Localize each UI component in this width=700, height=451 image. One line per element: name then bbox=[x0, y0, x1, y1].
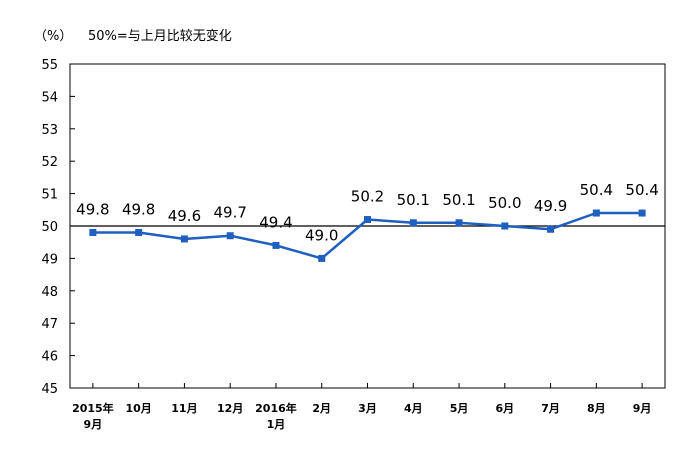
series-layer: 49.8 49.8 49.6 49.7 49.4 49.0 50.2 50.1 50.1 50.0… bbox=[70, 181, 665, 262]
data-label: 49.8 bbox=[122, 200, 155, 218]
data-point bbox=[455, 219, 463, 227]
data-label: 50.4 bbox=[625, 181, 658, 199]
y-axis-ticks: 45 46 47 48 49 50 51 52 53 54 55 bbox=[41, 58, 75, 397]
x-tick-label: 10月 bbox=[125, 402, 151, 415]
data-label: 50.0 bbox=[488, 194, 521, 212]
y-tick-label: 51 bbox=[41, 188, 58, 203]
x-tick-label: 4月 bbox=[404, 402, 423, 415]
y-unit-label: （%） bbox=[34, 29, 72, 44]
data-point bbox=[89, 228, 97, 236]
data-point bbox=[180, 235, 188, 243]
y-tick-label: 46 bbox=[41, 350, 58, 365]
y-tick-label: 47 bbox=[41, 317, 58, 332]
data-point bbox=[547, 225, 555, 233]
y-tick-label: 53 bbox=[41, 123, 58, 138]
x-tick-label: 2月 bbox=[312, 402, 331, 415]
data-label: 49.9 bbox=[534, 197, 567, 215]
data-point bbox=[501, 222, 509, 230]
data-label: 50.2 bbox=[351, 188, 384, 206]
x-tick-label: 6月 bbox=[495, 402, 514, 415]
data-label: 50.1 bbox=[397, 191, 430, 209]
x-tick-label: 8月 bbox=[587, 402, 606, 415]
data-label: 50.1 bbox=[442, 191, 475, 209]
data-label: 49.0 bbox=[305, 226, 338, 244]
data-point bbox=[638, 209, 646, 217]
x-tick-label: 1月 bbox=[267, 418, 286, 431]
data-point bbox=[272, 241, 280, 249]
x-tick-label: 2016年 bbox=[255, 401, 297, 415]
x-tick-label: 3月 bbox=[358, 402, 377, 415]
data-label: 49.7 bbox=[213, 204, 246, 222]
data-point bbox=[592, 209, 600, 217]
data-label: 49.6 bbox=[168, 207, 201, 225]
y-tick-label: 52 bbox=[41, 155, 58, 170]
x-tick-label: 12月 bbox=[217, 402, 243, 415]
data-label: 49.4 bbox=[259, 213, 292, 231]
y-tick-label: 49 bbox=[41, 252, 58, 267]
reference-note: 50%=与上月比较无变化 bbox=[88, 28, 232, 44]
x-axis-ticks: 2015年 9月 10月 11月 12月 2016年 1月 2月 3月 4月 5月 6月 7月 8月 9月 bbox=[72, 383, 651, 431]
data-point bbox=[318, 254, 326, 262]
y-tick-label: 55 bbox=[41, 58, 58, 73]
data-point bbox=[226, 232, 234, 240]
x-tick-label: 9月 bbox=[633, 402, 652, 415]
y-tick-label: 45 bbox=[41, 382, 58, 397]
data-point bbox=[409, 219, 417, 227]
y-tick-label: 48 bbox=[41, 285, 58, 300]
x-tick-label: 5月 bbox=[450, 402, 469, 415]
x-tick-label: 11月 bbox=[171, 402, 197, 415]
y-tick-label: 50 bbox=[41, 220, 58, 235]
x-tick-label: 9月 bbox=[84, 418, 103, 431]
data-label: 49.8 bbox=[76, 200, 109, 218]
data-point bbox=[135, 228, 143, 236]
data-label: 50.4 bbox=[580, 181, 613, 199]
x-tick-label: 7月 bbox=[541, 402, 560, 415]
data-point bbox=[364, 216, 371, 224]
y-tick-label: 54 bbox=[41, 90, 58, 105]
x-tick-label: 2015年 bbox=[72, 401, 114, 415]
